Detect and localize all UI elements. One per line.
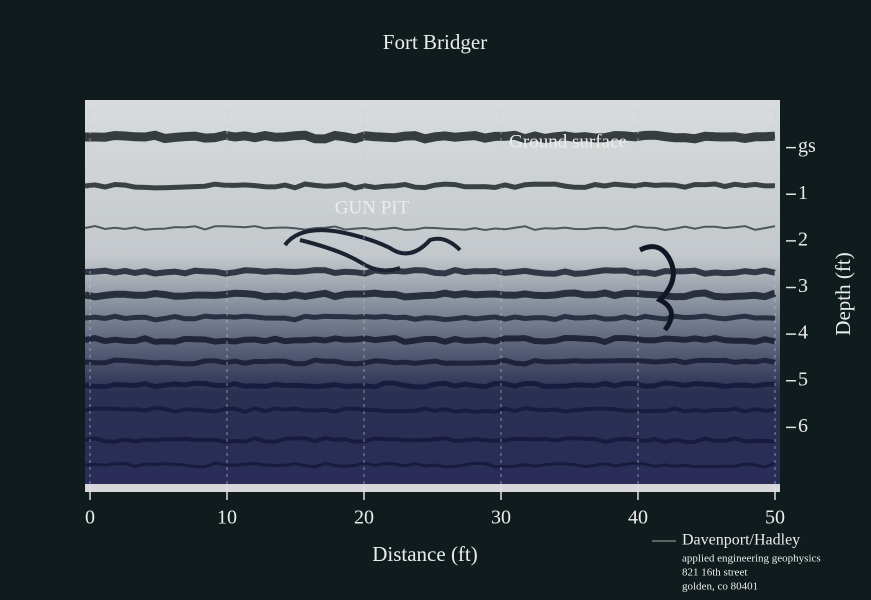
credit-text: 821 16th street — [682, 567, 747, 579]
y-tick-label: 5 — [798, 368, 808, 390]
annotation: Ground surface — [509, 131, 627, 152]
chart-title: Fort Bridger — [383, 30, 487, 54]
reflection — [84, 181, 776, 191]
reflection — [84, 289, 777, 301]
reflection — [84, 334, 776, 346]
x-tick-label: 40 — [628, 507, 648, 529]
reflection — [84, 267, 776, 277]
reflection — [84, 435, 776, 445]
reflection — [84, 224, 776, 232]
y-tick-label: 2 — [798, 228, 808, 250]
credit-text: applied engineering geophysics — [682, 553, 821, 565]
x-axis-label: Distance (ft) — [372, 542, 478, 566]
x-tick-label: 30 — [491, 507, 511, 529]
x-tick-label: 10 — [217, 507, 237, 529]
reflection — [84, 380, 776, 390]
annotation: GUN PIT — [335, 197, 410, 218]
credit-text: Davenport/Hadley — [682, 532, 800, 549]
y-tick-label: 1 — [798, 182, 808, 204]
reflection — [84, 313, 776, 323]
x-tick-label: 20 — [354, 507, 374, 529]
pit-reflection — [638, 244, 676, 332]
x-tick-label: 50 — [765, 507, 785, 529]
x-tick-label: 0 — [85, 507, 95, 529]
y-tick-label: gs — [798, 135, 816, 157]
reflection — [84, 405, 776, 415]
reflection — [84, 357, 776, 367]
plot-area — [84, 100, 780, 492]
y-axis-label: Depth (ft) — [831, 252, 855, 335]
y-tick-label: 4 — [798, 322, 808, 344]
reflection — [85, 130, 776, 144]
reflection — [84, 461, 776, 469]
y-tick-label: 3 — [798, 275, 808, 297]
y-tick-label: 6 — [798, 415, 808, 437]
pit-reflection — [283, 228, 462, 273]
bottom-strip — [85, 484, 780, 492]
credit-text: golden, co 80401 — [682, 581, 758, 593]
